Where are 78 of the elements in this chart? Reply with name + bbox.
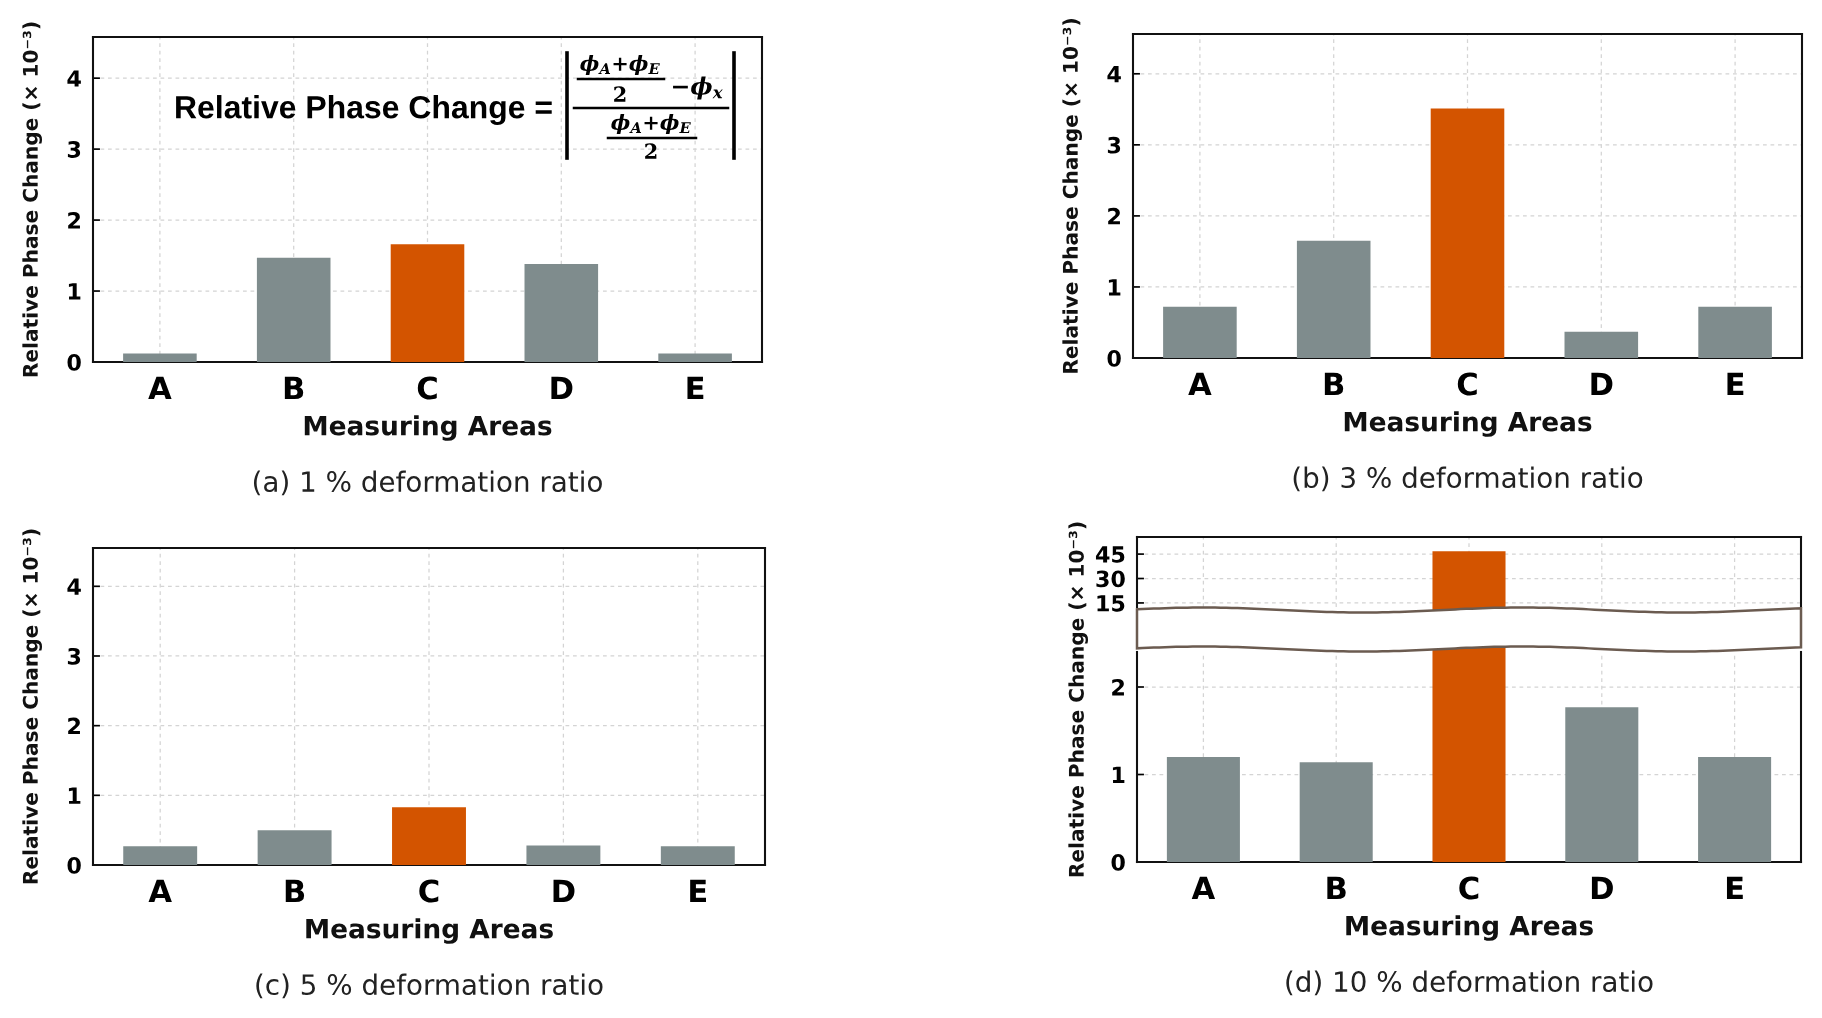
annotation: −ϕ$_{x}$: [673, 76, 723, 100]
x-tick-label: C: [1457, 372, 1477, 396]
x-tick-label: C: [1459, 876, 1479, 900]
bar: [392, 807, 466, 865]
text: (c) 5 % deformation ratio: [256, 973, 603, 999]
x-axis-title: Measuring Areas: [1346, 915, 1593, 941]
bar: [1564, 331, 1639, 358]
x-tick-label: D: [1591, 372, 1613, 396]
y-tick-label: 1: [68, 787, 81, 804]
x-tick-label: B: [285, 879, 305, 903]
y-tick-label: 2: [68, 212, 80, 229]
annotation: 2: [614, 86, 626, 102]
y-tick-label: 0: [1107, 349, 1121, 367]
x-tick-label: D: [553, 879, 575, 903]
x-tick-label: B: [1327, 876, 1346, 900]
x-tick-label: D: [551, 376, 573, 400]
x-tick-label: A: [148, 879, 172, 903]
y-tick-label: 2: [1112, 678, 1124, 696]
annotation: ϕ$_{A}$+ϕ$_{E}$: [580, 54, 660, 76]
x-axis-title: Measuring Areas: [1344, 411, 1592, 437]
x-tick-label: A: [1188, 372, 1212, 396]
bar: [524, 264, 599, 362]
bar: [1565, 707, 1639, 862]
text: (d) 10 % deformation ratio: [1286, 970, 1653, 996]
y-tick-label: 0: [1111, 853, 1125, 871]
y-tick-label: 3: [67, 141, 81, 158]
y-tick-label: 3: [1107, 136, 1121, 154]
text: (b) 3 % deformation ratio: [1293, 466, 1643, 492]
y-tick-label: 4: [1107, 66, 1121, 83]
bar: [257, 830, 332, 865]
x-tick-label: E: [1727, 372, 1744, 396]
bar: [1698, 757, 1772, 862]
x-tick-label: D: [1591, 876, 1613, 900]
x-tick-label: E: [1726, 876, 1743, 900]
x-axis-title: Measuring Areas: [306, 918, 553, 944]
y-tick-label: 0: [67, 353, 81, 371]
y-tick-label: 2: [68, 717, 80, 735]
y-tick-label: 45: [1095, 546, 1125, 563]
annotation: 2: [645, 143, 657, 159]
y-tick-label: 0: [67, 856, 81, 874]
bar: [1430, 108, 1505, 358]
annotation: Relative Phase Change =: [176, 95, 552, 125]
y-tick-label: 4: [67, 70, 81, 87]
bar: [123, 353, 197, 362]
x-tick-label: A: [1191, 876, 1216, 900]
y-tick-label: 1: [1112, 766, 1125, 783]
y-tick-label: 15: [1097, 595, 1125, 612]
x-tick-label: B: [284, 376, 304, 400]
x-tick-label: E: [690, 879, 706, 903]
annotation: ϕ$_{A}$+ϕ$_{E}$: [611, 113, 691, 135]
x-tick-label: E: [687, 376, 704, 400]
y-tick-label: 2: [1108, 207, 1120, 225]
y-tick-label: 3: [67, 647, 81, 665]
y-axis-title: Relative Phase Change (× 10⁻³): [1068, 522, 1088, 877]
bar: [1299, 762, 1373, 862]
x-tick-label: B: [1324, 372, 1344, 396]
bar: [1296, 240, 1371, 358]
bar: [660, 846, 735, 865]
bar: [256, 257, 331, 362]
bar: [1166, 757, 1240, 862]
x-axis-title: Measuring Areas: [304, 415, 552, 441]
bar: [390, 244, 465, 362]
x-tick-label: C: [419, 879, 439, 903]
y-axis-title: Relative Phase Change (× 10⁻³): [1062, 19, 1082, 373]
text: (a) 1 % deformation ratio: [253, 470, 602, 496]
bar: [1163, 306, 1237, 358]
bar: [1698, 306, 1772, 358]
y-axis-title: Relative Phase Change (× 10⁻³): [22, 529, 42, 884]
bar: [658, 353, 732, 362]
y-tick-label: 1: [68, 283, 81, 300]
y-tick-label: 1: [1108, 279, 1121, 296]
y-tick-label: 4: [67, 578, 81, 595]
x-tick-label: C: [417, 376, 437, 400]
x-tick-label: A: [148, 376, 172, 400]
y-tick-label: 30: [1096, 570, 1125, 588]
y-axis-title: Relative Phase Change (× 10⁻³): [22, 22, 42, 377]
bar: [526, 845, 601, 865]
bar: [123, 846, 198, 865]
